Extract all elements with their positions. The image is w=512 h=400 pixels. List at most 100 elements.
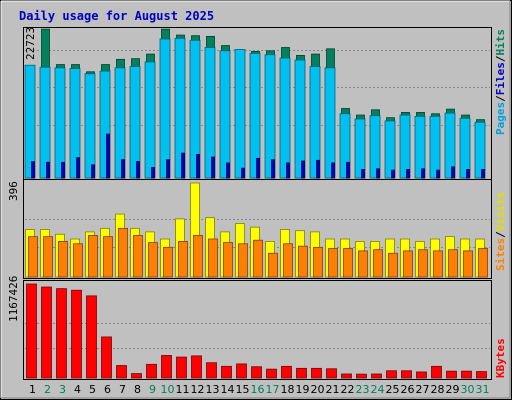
- pages-bar: [451, 166, 455, 179]
- files-bar: [174, 37, 186, 179]
- sites-bar: [283, 243, 293, 278]
- x-tick-label: 27: [416, 383, 430, 396]
- pages-bar: [391, 169, 395, 179]
- x-tick-label: 28: [431, 383, 445, 396]
- files-bar: [24, 64, 36, 179]
- x-tick-label: 23: [356, 383, 370, 396]
- pages-bar: [421, 168, 425, 179]
- kbytes-bar: [356, 373, 367, 379]
- kbytes-bar: [296, 367, 307, 379]
- kbytes-bar: [41, 286, 52, 379]
- sites-bar: [28, 236, 38, 278]
- x-tick-label: 3: [59, 383, 66, 396]
- sites-bar: [193, 235, 203, 278]
- files-bar: [144, 61, 156, 179]
- pages-bar: [211, 156, 215, 179]
- legend-pages: Pages: [494, 102, 507, 135]
- kbytes-bar: [161, 355, 172, 379]
- x-tick-label: 10: [161, 383, 175, 396]
- pages-bar: [286, 162, 290, 179]
- pages-bar: [256, 157, 260, 179]
- sites-bar: [343, 248, 353, 278]
- kbytes-bar: [146, 363, 157, 379]
- kbytes-bar: [281, 365, 292, 379]
- x-tick-label: 11: [176, 383, 190, 396]
- kbytes-bar: [386, 370, 397, 379]
- files-bar: [84, 73, 96, 179]
- files-bar: [249, 53, 261, 179]
- sites-bar: [358, 250, 368, 278]
- legend-hits-files-pages: Pages/Files/Hits: [494, 29, 507, 135]
- pages-bar: [106, 133, 110, 179]
- pages-bar: [121, 159, 125, 179]
- x-tick-label: 2: [44, 383, 51, 396]
- kbytes-bar: [131, 373, 142, 379]
- hits-y-max-label: 22723: [24, 27, 37, 60]
- x-tick-label: 24: [371, 383, 385, 396]
- x-tick-label: 12: [191, 383, 205, 396]
- files-bar: [474, 121, 486, 179]
- kbytes-bar: [446, 370, 457, 379]
- sites-bar: [313, 246, 323, 278]
- pages-bar: [406, 169, 410, 179]
- kbytes-bar: [86, 295, 97, 379]
- chart-title: Daily usage for August 2025: [19, 9, 214, 23]
- pages-bar: [226, 162, 230, 179]
- files-bar: [459, 117, 471, 179]
- pages-bar: [181, 152, 185, 179]
- legend-separator: /: [494, 95, 507, 102]
- pages-bar: [481, 169, 485, 179]
- sites-bar: [118, 227, 128, 278]
- sites-bar: [163, 246, 173, 278]
- kbytes-bar: [236, 363, 247, 379]
- sites-bar: [328, 248, 338, 278]
- pages-bar: [361, 169, 365, 179]
- pages-bar: [376, 168, 380, 179]
- pages-bar: [316, 159, 320, 179]
- files-bar: [69, 68, 81, 179]
- sites-bar: [148, 242, 158, 278]
- kbytes-bar: [191, 355, 202, 379]
- x-tick-label: 15: [236, 383, 250, 396]
- files-bar: [54, 67, 66, 179]
- sites-bar: [478, 248, 488, 278]
- legend-kbytes: KBytes: [494, 338, 507, 378]
- files-bar: [369, 115, 381, 179]
- visits-y-max-label: 396: [7, 181, 20, 201]
- pages-bar: [166, 159, 170, 179]
- kbytes-bar: [371, 373, 382, 379]
- pages-bar: [151, 167, 155, 179]
- files-bar: [354, 118, 366, 179]
- files-bar: [189, 39, 201, 179]
- pages-bar: [466, 169, 470, 179]
- x-tick-label: 30: [461, 383, 475, 396]
- pages-bar: [241, 167, 245, 179]
- x-tick-label: 7: [119, 383, 126, 396]
- sites-bar: [268, 252, 278, 278]
- x-tick-label: 20: [311, 383, 325, 396]
- files-bar: [309, 66, 321, 179]
- legend-sites-visits: Sites/Visits: [494, 192, 507, 272]
- sites-bar: [463, 250, 473, 278]
- x-tick-label: 31: [476, 383, 490, 396]
- kbytes-bar: [401, 370, 412, 379]
- sites-bar: [73, 243, 83, 278]
- files-bar: [234, 49, 246, 179]
- sites-bar: [208, 238, 218, 278]
- pages-bar: [331, 162, 335, 179]
- sites-bar: [253, 239, 263, 278]
- x-tick-label: 22: [341, 383, 355, 396]
- files-bar: [339, 113, 351, 179]
- x-tick-label: 17: [266, 383, 280, 396]
- files-bar: [264, 54, 276, 179]
- pages-bar: [31, 161, 35, 179]
- pages-bar: [46, 161, 50, 179]
- sites-bar: [418, 249, 428, 278]
- sites-bar: [88, 235, 98, 278]
- pages-bar: [91, 164, 95, 179]
- files-bar: [159, 38, 171, 179]
- x-tick-label: 13: [206, 383, 220, 396]
- sites-bar: [433, 250, 443, 278]
- x-tick-label: 18: [281, 383, 295, 396]
- x-tick-label: 4: [74, 383, 81, 396]
